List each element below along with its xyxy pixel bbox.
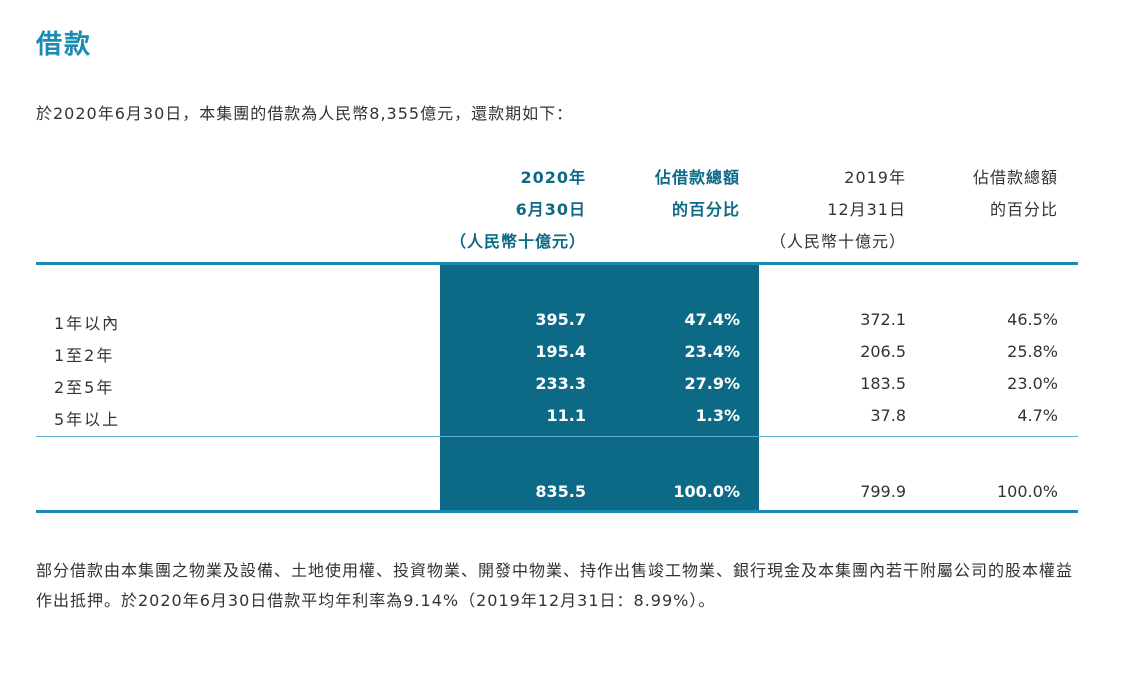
intro-text: 於2020年6月30日，本集團的借款為人民幣8,355億元，還款期如下： [36, 104, 574, 123]
header-2019-amount: 2019年 12月31日 （人民幣十億元） [700, 162, 906, 258]
header-line: （人民幣十億元） [769, 232, 906, 251]
row-label: 1至2年 [54, 346, 115, 365]
header-line: 佔借款總額 [654, 168, 740, 187]
cell-2019-percentage: 46.5% [1007, 310, 1058, 329]
row-label: 1年以內 [54, 314, 121, 333]
cell-2020-amount: 395.7 [535, 310, 586, 329]
cell-2020-percentage: 1.3% [695, 406, 740, 425]
footnote: 部分借款由本集團之物業及設備、土地使用權、投資物業、開發中物業、持作出售竣工物業… [36, 561, 1074, 610]
header-2019-percentage: 佔借款總額 的百分比 [918, 162, 1058, 226]
current-period-highlight [440, 265, 759, 511]
table-bottom-rule [36, 510, 1078, 513]
header-line: （人民幣十億元） [449, 232, 586, 251]
section-title: 借款 [36, 30, 93, 60]
cell-2019-percentage: 4.7% [1017, 406, 1058, 425]
cell-2019-amount: 37.8 [870, 406, 906, 425]
cell-2020-percentage: 27.9% [684, 374, 740, 393]
cell-2019-amount: 206.5 [860, 342, 906, 361]
header-line: 2020年 [520, 168, 586, 187]
header-line: 2019年 [844, 168, 906, 187]
cell-2020-percentage: 47.4% [684, 310, 740, 329]
header-2020-amount: 2020年 6月30日 （人民幣十億元） [380, 162, 586, 258]
cell-2019-amount: 372.1 [860, 310, 906, 329]
total-2019-amount: 799.9 [860, 482, 906, 501]
header-2020-percentage: 佔借款總額 的百分比 [600, 162, 740, 226]
cell-2020-amount: 11.1 [546, 406, 586, 425]
table-top-rule [36, 262, 1078, 265]
subtotal-rule [36, 436, 1078, 437]
total-2020-percentage: 100.0% [673, 482, 740, 501]
total-2019-percentage: 100.0% [996, 482, 1058, 501]
header-line: 的百分比 [671, 200, 740, 219]
cell-2020-amount: 233.3 [535, 374, 586, 393]
cell-2019-percentage: 25.8% [1007, 342, 1058, 361]
cell-2019-percentage: 23.0% [1007, 374, 1058, 393]
cell-2020-percentage: 23.4% [684, 342, 740, 361]
cell-2020-amount: 195.4 [535, 342, 586, 361]
header-line: 12月31日 [827, 200, 906, 219]
header-line: 6月30日 [515, 200, 586, 219]
row-label: 2至5年 [54, 378, 115, 397]
row-label: 5年以上 [54, 410, 121, 429]
header-line: 佔借款總額 [972, 168, 1058, 187]
header-line: 的百分比 [989, 200, 1058, 219]
total-2020-amount: 835.5 [535, 482, 586, 501]
cell-2019-amount: 183.5 [860, 374, 906, 393]
